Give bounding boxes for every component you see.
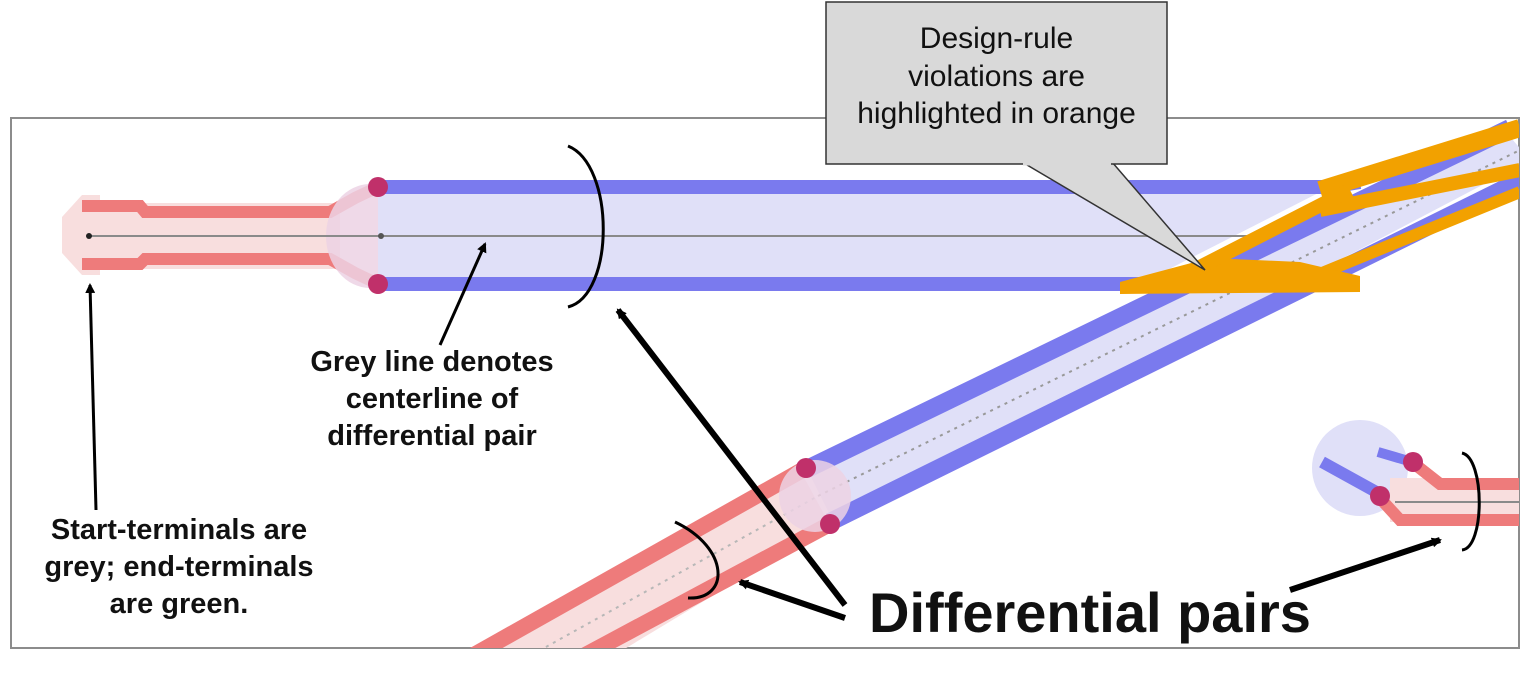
violation-top-right-mid <box>1318 163 1519 217</box>
start-terminal-dot <box>86 233 92 239</box>
callout-line-2: violations are <box>908 59 1085 93</box>
diagonal-dotted-centerline <box>817 149 1519 497</box>
terminals-line-1: Start-terminals are <box>50 514 308 546</box>
via-bottom-right-upper <box>1403 452 1423 472</box>
diagonal-differential-pair <box>470 119 1519 648</box>
via-diagonal-lower <box>820 514 840 534</box>
via-top-lower <box>368 274 388 294</box>
violation-highlights <box>1120 119 1519 294</box>
bottom-right-blue-stub-upper <box>1319 456 1383 500</box>
arrow-to-pair-diagonal <box>738 579 846 621</box>
arrow-to-centerline <box>438 242 487 346</box>
bottom-right-differential-pair <box>1312 420 1519 526</box>
centerline-line-2: centerline of <box>345 383 519 416</box>
top-blue-upper-trace <box>378 175 1362 194</box>
callout-line-3: highlighted in orange <box>857 97 1136 130</box>
callout-text: Design-rule violations are highlighted i… <box>826 20 1167 133</box>
pair-marker-top <box>567 144 605 309</box>
violation-top-right-upper <box>1317 119 1519 199</box>
diagonal-red-lower-trace <box>581 516 834 648</box>
diagonal-transition-area <box>779 460 851 532</box>
diagonal-blue-upper-trace <box>801 119 1514 479</box>
via-top-upper <box>368 177 388 197</box>
centerline-annotation: Grey line denotes centerline of differen… <box>282 344 582 455</box>
top-differential-pair <box>62 175 1362 294</box>
bottom-right-red-upper-trace <box>1408 457 1519 490</box>
arrow-to-pair-top <box>615 308 848 607</box>
diagonal-red-dotted-centerline <box>542 495 819 648</box>
diagonal-red-upper-trace <box>470 461 810 648</box>
top-blue-fill <box>378 187 1330 289</box>
terminals-line-3: are green. <box>109 588 249 621</box>
callout-line-1: Design-rule <box>919 22 1074 55</box>
pair-marker-diagonal <box>674 520 720 600</box>
violation-crossing-diagonal <box>1186 183 1354 279</box>
callout-box <box>825 1 1168 165</box>
via-diagonal-upper <box>796 458 816 478</box>
violation-top-right-lower <box>1297 186 1519 288</box>
arrow-to-pair-bottom-right <box>1289 537 1442 593</box>
junction-dot <box>378 233 384 239</box>
centerline-line-3: differential pair <box>327 420 537 453</box>
violation-crossing-region <box>1120 258 1360 294</box>
arrow-to-start-terminal <box>85 283 98 511</box>
centerline-line-1: Grey line denotes <box>310 346 554 378</box>
diagonal-blue-fill <box>805 125 1519 525</box>
via-bottom-right-lower <box>1370 486 1390 506</box>
terminals-line-2: grey; end-terminals <box>44 551 314 584</box>
pair-marker-bottom-right <box>1461 451 1481 552</box>
terminals-annotation: Start-terminals are grey; end-terminals … <box>14 512 344 623</box>
differential-pairs-label: Differential pairs <box>869 581 1311 644</box>
